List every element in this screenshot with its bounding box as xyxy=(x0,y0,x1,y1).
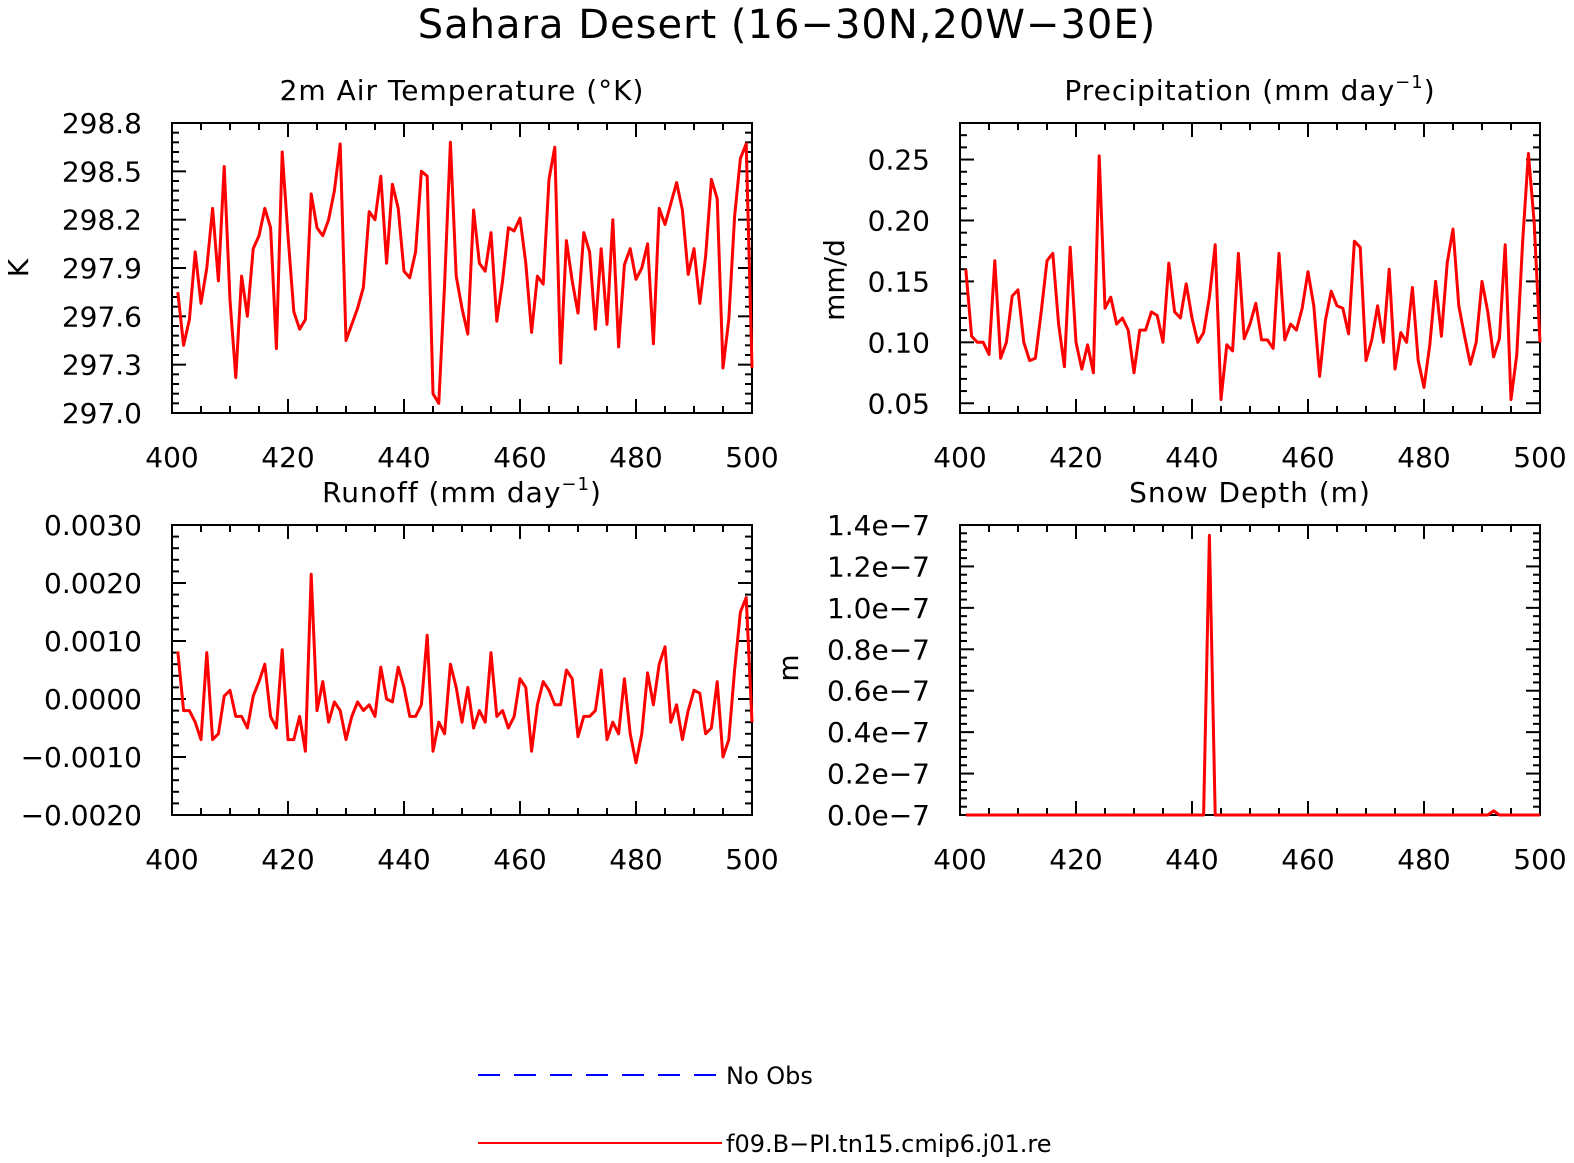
x-tick-label: 440 xyxy=(1165,441,1218,474)
y-axis-label: mm/d xyxy=(818,239,851,321)
y-tick-label: 0.6e−7 xyxy=(827,675,930,708)
series-line-0 xyxy=(176,572,754,765)
y-tick-label: 297.3 xyxy=(62,349,142,382)
x-tick-label: 460 xyxy=(1281,843,1334,876)
x-tick-label: 500 xyxy=(1513,843,1566,876)
x-tick-label: 480 xyxy=(609,441,662,474)
x-tick-label: 480 xyxy=(1397,441,1450,474)
series-line-0 xyxy=(965,533,1540,817)
x-tick-label: 420 xyxy=(1049,441,1102,474)
x-tick-label: 440 xyxy=(377,843,430,876)
x-tick-label: 480 xyxy=(1397,843,1450,876)
x-tick-label: 500 xyxy=(725,441,778,474)
y-tick-label: −0.0010 xyxy=(21,741,142,774)
y-tick-label: 0.0010 xyxy=(44,625,142,658)
y-tick-label: 0.4e−7 xyxy=(827,716,930,749)
y-tick-label: 0.05 xyxy=(868,387,930,420)
y-tick-label: 0.20 xyxy=(868,204,930,237)
y-tick-label: 0.15 xyxy=(868,265,930,298)
y-tick-label: 298.2 xyxy=(62,204,142,237)
chart-panel-1: Precipitation (mm day−1) mm/d 400 420 440 460… xyxy=(818,72,1567,474)
y-tick-label: 297.6 xyxy=(62,300,142,333)
y-tick-label: 0.0e−7 xyxy=(827,799,930,832)
x-tick-label: 420 xyxy=(261,441,314,474)
x-tick-label: 400 xyxy=(145,843,198,876)
y-tick-label: 0.10 xyxy=(868,326,930,359)
chart-panel-2: Runoff (mm day−1) 400 420 440 460 480 500 −0.00… xyxy=(21,474,779,876)
chart-panel-3: Snow Depth (m) m 400 420 440 460 480 500 0.0e−7 0… xyxy=(772,476,1567,876)
series-line-0 xyxy=(964,152,1542,402)
y-tick-label: 1.0e−7 xyxy=(827,592,930,625)
panel-title: 2m Air Temperature (°K) xyxy=(280,74,645,107)
legend-label-no-obs: No Obs xyxy=(726,1062,813,1090)
x-tick-label: 400 xyxy=(933,843,986,876)
x-tick-label: 420 xyxy=(261,843,314,876)
y-tick-label: 1.2e−7 xyxy=(827,550,930,583)
x-tick-label: 440 xyxy=(377,441,430,474)
y-tick-label: 0.0000 xyxy=(44,683,142,716)
page-title: Sahara Desert (16−30N,20W−30E) xyxy=(417,2,1157,48)
x-tick-label: 460 xyxy=(493,843,546,876)
x-tick-label: 460 xyxy=(493,441,546,474)
y-tick-label: 1.4e−7 xyxy=(827,509,930,542)
panel-title: Runoff (mm day−1) xyxy=(322,474,602,509)
legend-label-run: f09.B−PI.tn15.cmip6.j01.re xyxy=(726,1130,1051,1158)
y-tick-label: 298.8 xyxy=(62,107,142,140)
y-tick-label: 0.2e−7 xyxy=(827,758,930,791)
x-tick-label: 480 xyxy=(609,843,662,876)
plot-frame xyxy=(959,524,1541,816)
x-tick-label: 500 xyxy=(725,843,778,876)
y-tick-label: 297.9 xyxy=(62,252,142,285)
y-tick-label: −0.0020 xyxy=(21,799,142,832)
x-tick-label: 400 xyxy=(145,441,198,474)
series-line-0 xyxy=(176,140,754,405)
y-tick-label: 0.25 xyxy=(868,144,930,177)
x-tick-label: 500 xyxy=(1513,441,1566,474)
y-tick-label: 0.0030 xyxy=(44,509,142,542)
y-tick-label: 0.0020 xyxy=(44,567,142,600)
y-axis-label: K xyxy=(2,258,35,277)
panel-title: Snow Depth (m) xyxy=(1129,476,1371,509)
legend: No Obs f09.B−PI.tn15.cmip6.j01.re xyxy=(478,1062,1051,1158)
x-tick-label: 400 xyxy=(933,441,986,474)
y-tick-label: 0.8e−7 xyxy=(827,633,930,666)
chart-panel-0: 2m Air Temperature (°K) K 400 420 440 460 480 5… xyxy=(2,74,779,474)
y-tick-label: 297.0 xyxy=(62,397,142,430)
y-axis-label: m xyxy=(772,654,805,681)
x-tick-label: 440 xyxy=(1165,843,1218,876)
panel-title: Precipitation (mm day−1) xyxy=(1064,72,1435,107)
x-tick-label: 420 xyxy=(1049,843,1102,876)
plot-frame xyxy=(171,122,753,414)
x-tick-label: 460 xyxy=(1281,441,1334,474)
y-tick-label: 298.5 xyxy=(62,155,142,188)
plot-frame xyxy=(171,524,753,816)
